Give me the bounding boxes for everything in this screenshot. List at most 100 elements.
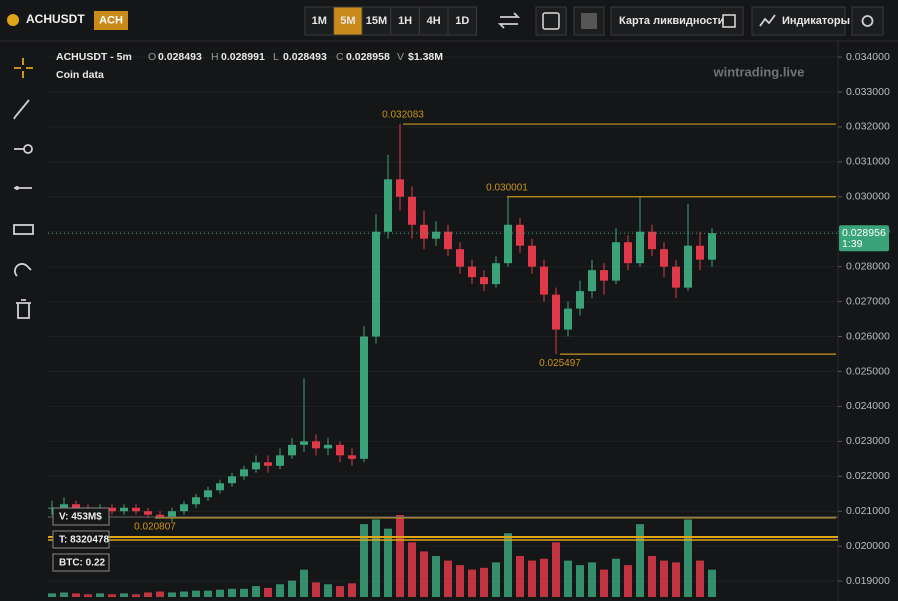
magnet-tool[interactable] bbox=[14, 263, 32, 277]
volume-bar bbox=[444, 560, 452, 597]
legend-value: 0.028493 bbox=[158, 51, 202, 63]
timeframe-button[interactable] bbox=[447, 6, 478, 36]
plot: 0.032083 0.030001 0.025497 0.020807 0.028956… bbox=[48, 110, 889, 597]
legend-key: H bbox=[211, 51, 219, 63]
candle-body bbox=[696, 245, 704, 260]
legend-value: 0.028493 bbox=[283, 51, 327, 63]
brush-tool[interactable] bbox=[13, 99, 30, 120]
volume-bar bbox=[456, 565, 464, 597]
stat-box bbox=[52, 553, 110, 572]
candle-body bbox=[180, 504, 188, 512]
candle-body bbox=[456, 249, 464, 267]
legend-subtitle: Coin data bbox=[56, 69, 104, 81]
candle-body bbox=[624, 242, 632, 264]
liquidity-button[interactable] bbox=[610, 6, 744, 36]
volume-bar bbox=[612, 558, 620, 597]
volume-bar bbox=[528, 560, 536, 597]
button[interactable] bbox=[573, 6, 605, 36]
stats: V: 453M$ T: 8320478 BTC: 0.22 bbox=[52, 507, 110, 572]
candle-body bbox=[648, 231, 656, 250]
volume-bar bbox=[324, 584, 332, 597]
icon bbox=[23, 144, 33, 154]
candle-body bbox=[252, 462, 260, 470]
volume-bar bbox=[420, 551, 428, 597]
candle-body bbox=[504, 224, 512, 264]
volume-bar bbox=[108, 594, 116, 597]
candle-body bbox=[372, 231, 380, 337]
y-tick-label: 0.033000 bbox=[846, 86, 890, 98]
legend-value: $1.38M bbox=[408, 51, 443, 63]
delete-tool[interactable] bbox=[16, 299, 31, 319]
level-label: 0.032083 bbox=[382, 110, 424, 121]
candle-body bbox=[468, 266, 476, 278]
volume-bar bbox=[228, 588, 236, 597]
symbol[interactable]: ACHUSDT bbox=[26, 12, 85, 26]
y-tick-label: 0.032000 bbox=[846, 121, 890, 133]
y-tick-label: 0.021000 bbox=[846, 505, 890, 517]
legend-key: C bbox=[336, 51, 344, 63]
candle-body bbox=[492, 263, 500, 285]
swap-icon[interactable] bbox=[497, 12, 521, 29]
candle-body bbox=[168, 511, 176, 519]
volume-bar bbox=[672, 562, 680, 597]
volume-bar bbox=[396, 515, 404, 597]
tag-badge bbox=[94, 11, 128, 30]
icon bbox=[759, 14, 776, 27]
legend-value: 0.028958 bbox=[346, 51, 390, 63]
timeframe-label: 4H bbox=[427, 15, 441, 27]
level-label: 0.030001 bbox=[486, 182, 528, 193]
y-tick-label: 0.031000 bbox=[846, 156, 890, 168]
candle-body bbox=[300, 441, 308, 445]
crosshair-tool[interactable] bbox=[14, 58, 33, 78]
stat-label: T: 8320478 bbox=[59, 535, 109, 546]
legend-key: V bbox=[397, 51, 404, 63]
candle-body bbox=[72, 504, 80, 508]
liquidity-label: Карта ликвидности bbox=[619, 15, 724, 27]
candle-body bbox=[564, 308, 572, 330]
candle-body bbox=[324, 444, 332, 449]
grid: 0.034000 0.033000 0.032000 0.031000 0.030000… bbox=[48, 51, 890, 587]
volume-bar bbox=[564, 560, 572, 597]
volume-bar bbox=[240, 588, 248, 597]
volume-bar bbox=[252, 586, 260, 597]
timeframe-button[interactable] bbox=[361, 6, 392, 36]
volume-bar bbox=[156, 591, 164, 597]
volume-bar bbox=[168, 592, 176, 597]
volume-bar bbox=[432, 556, 440, 597]
volume-bar bbox=[552, 542, 560, 597]
y-tick-label: 0.027000 bbox=[846, 295, 890, 307]
candle-body bbox=[444, 231, 452, 250]
y-tick-label: 0.019000 bbox=[846, 575, 890, 587]
volume-bar bbox=[48, 593, 56, 597]
timeframe-button[interactable] bbox=[333, 6, 363, 36]
volume-bar bbox=[120, 593, 128, 597]
candle-body bbox=[528, 245, 536, 267]
timeframe-label: 15M bbox=[366, 15, 387, 27]
icon bbox=[581, 13, 597, 29]
candle-body bbox=[204, 490, 212, 498]
volume-bar bbox=[216, 589, 224, 597]
candle-body bbox=[612, 242, 620, 281]
y-tick-label: 0.034000 bbox=[846, 51, 890, 63]
timeframe-button[interactable] bbox=[390, 6, 420, 36]
ruler-tool[interactable] bbox=[13, 224, 34, 235]
candle-body bbox=[48, 507, 56, 509]
candle-body bbox=[348, 455, 356, 459]
volume-bar bbox=[336, 586, 344, 597]
stat-box bbox=[52, 507, 110, 526]
volume-bar bbox=[144, 592, 152, 597]
timeframe-button[interactable] bbox=[418, 6, 449, 36]
stat-label: V: 453M$ bbox=[59, 512, 102, 523]
volume-bar bbox=[192, 590, 200, 597]
y-tick-label: 0.030000 bbox=[846, 191, 890, 203]
volume-bar bbox=[264, 587, 272, 597]
volume-bar bbox=[660, 560, 668, 597]
volume-bar bbox=[540, 558, 548, 597]
legend-key: O bbox=[148, 51, 156, 63]
settings-button[interactable] bbox=[851, 6, 884, 36]
button[interactable] bbox=[535, 6, 567, 36]
volume-bar bbox=[480, 567, 488, 597]
timeframe-label: 5M bbox=[340, 15, 355, 27]
legend-key: L bbox=[273, 51, 279, 63]
